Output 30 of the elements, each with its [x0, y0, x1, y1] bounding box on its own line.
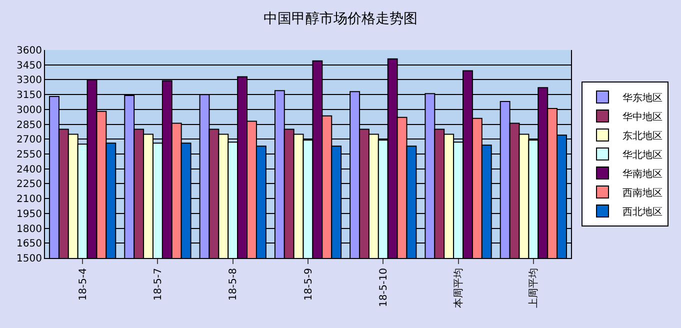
y-tick-label: 3000 [16, 104, 42, 116]
legend-label: 东北地区 [622, 130, 663, 142]
legend-label: 华中地区 [622, 110, 663, 123]
legend-label: 华东地区 [622, 92, 663, 104]
y-tick-label: 2100 [16, 194, 42, 206]
x-tick-label: 18-5-4 [78, 268, 89, 301]
x-tick-label: 上周平均 [528, 268, 540, 308]
y-tick-label: 2400 [16, 164, 42, 176]
legend-label: 西北地区 [622, 206, 663, 218]
legend-label: 华南地区 [622, 168, 663, 180]
y-tick-label: 3450 [16, 60, 42, 72]
legend-label: 华北地区 [622, 148, 663, 161]
y-tick-label: 3150 [16, 90, 42, 102]
y-tick-label: 2850 [16, 120, 42, 131]
y-tick-label: 2550 [16, 150, 42, 160]
x-tick-label: 18-5-10 [378, 268, 390, 308]
x-tick-label: 18-5-7 [152, 268, 164, 301]
y-tick-label: 2700 [16, 134, 42, 146]
y-tick-label: 1650 [16, 238, 42, 250]
chart-title: 中国甲醇市场价格走势图 [264, 10, 418, 27]
y-tick-label: 1500 [16, 254, 42, 264]
x-tick-label: 18-5-8 [228, 268, 240, 301]
x-tick-label: 18-5-9 [303, 268, 314, 301]
legend-label: 西南地区 [622, 186, 663, 199]
y-tick-label: 1950 [16, 208, 42, 220]
y-tick-label: 3300 [16, 75, 42, 86]
y-tick-label: 3600 [16, 46, 42, 56]
x-tick-label: 本周平均 [452, 268, 465, 308]
y-tick-label: 2250 [16, 179, 42, 190]
y-tick-label: 1800 [16, 224, 42, 235]
